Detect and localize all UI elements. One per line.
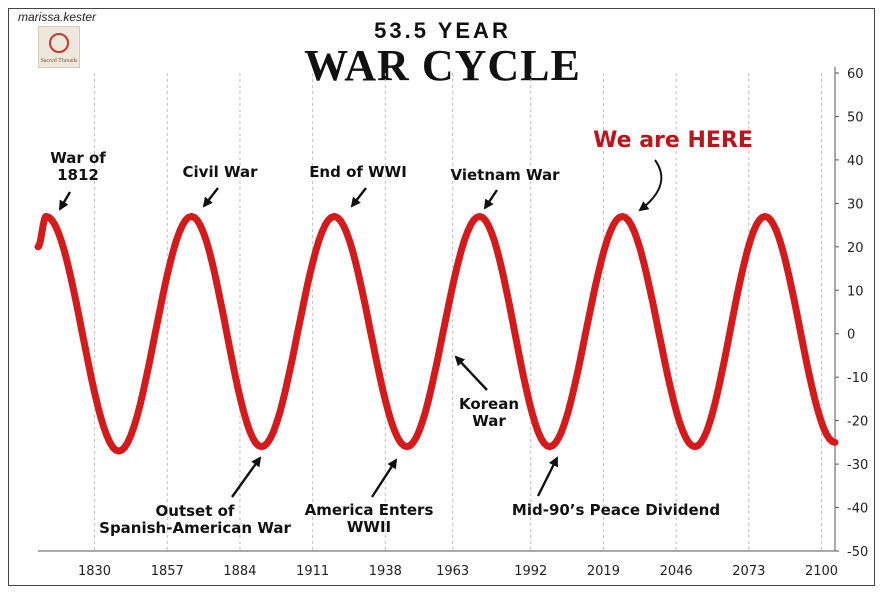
y-tick-label: -50 [847,545,868,560]
x-tick-label: 2046 [660,564,693,579]
war-cycle-line [34,212,839,455]
y-tick-label: 60 [847,67,864,82]
x-tick-label: 1963 [436,564,469,579]
x-tick-label: 1911 [296,564,329,579]
x-tick-label: 1884 [223,564,256,579]
y-tick-label: 40 [847,154,864,169]
logo: Sacred Threads [38,26,80,68]
annotation-label: End of WWI [309,163,407,181]
y-tick-label: 50 [847,110,864,125]
event-annotation: Civil War [183,163,259,208]
we-are-here-annotation: We are HERE [593,128,753,212]
chart-title: WAR CYCLE [304,41,581,90]
y-tick-label: 0 [847,328,855,343]
logo-emblem-icon [49,33,69,53]
annotation-label: War of [50,149,106,167]
logo-brand: Sacred Threads [40,58,78,64]
x-tick-label: 1992 [514,564,547,579]
annotation-arrow [231,456,262,498]
chart-frame [8,8,875,586]
annotation-label: Vietnam War [450,166,560,184]
annotation-label: War [472,412,506,430]
y-tick-label: -30 [847,458,868,473]
event-annotation: Mid-90’s Peace Dividend [512,456,720,519]
x-tick-label: 1938 [369,564,402,579]
annotation-arrow [350,187,367,208]
here-arrow [638,159,663,212]
annotation-label: Outset of [156,502,235,520]
annotation-arrow [370,458,398,498]
chart-subtitle: 53.5 YEAR [374,18,511,43]
annotation-arrow [483,189,498,210]
annotation-arrow [58,191,72,211]
x-tick-label: 1830 [78,564,111,579]
event-annotation: Vietnam War [450,166,560,210]
annotation-label: Mid-90’s Peace Dividend [512,501,720,519]
x-tick-label: 2019 [587,564,620,579]
annotation-arrow [536,456,559,497]
event-annotation: End of WWI [309,163,407,208]
y-tick-label: -40 [847,502,868,517]
x-tick-label: 2100 [805,564,838,579]
y-tick-label: 20 [847,241,864,256]
annotation-label: Civil War [183,163,259,181]
y-tick-label: 30 [847,197,864,212]
y-tick-label: -20 [847,415,868,430]
y-tick-label: 10 [847,284,864,299]
annotation-arrow [454,355,488,391]
x-tick-label: 2073 [732,564,765,579]
annotation-label: America Enters [305,501,434,519]
annotation-arrow [202,187,219,208]
annotation-label: 1812 [57,166,99,184]
annotation-label: Korean [459,395,519,413]
annotation-label: WWII [347,518,391,536]
annotation-label: Spanish-American War [99,519,291,537]
x-tick-label: 1857 [151,564,184,579]
we-are-here-label: We are HERE [593,128,753,153]
watermark: marissa.kester [18,10,97,24]
y-tick-label: -10 [847,371,868,386]
